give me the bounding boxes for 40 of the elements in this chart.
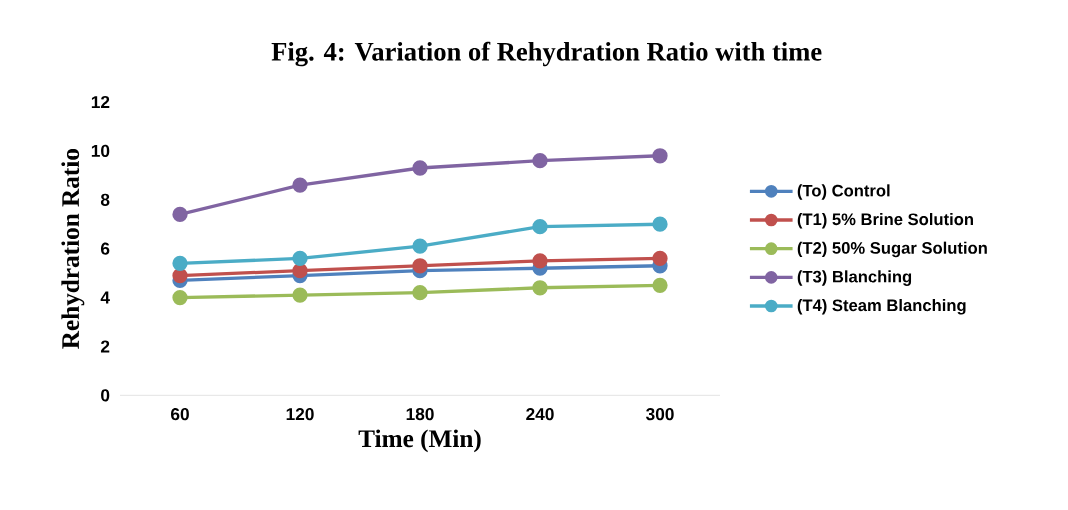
point <box>652 277 668 293</box>
legend-label: (To) Control <box>797 184 890 200</box>
y-tick-label: 2 <box>100 340 110 353</box>
x-tick-label: 240 <box>526 408 554 421</box>
x-tick-label: 300 <box>645 408 674 421</box>
point <box>532 253 548 269</box>
point <box>172 289 188 306</box>
point <box>292 263 308 279</box>
y-tick-label: 12 <box>91 95 110 109</box>
x-tick-label: 120 <box>286 408 314 421</box>
y-tick-label: 4 <box>100 291 110 304</box>
y-axis-title: Rehydration Ratio <box>61 149 85 349</box>
point <box>412 258 428 274</box>
point <box>292 287 308 303</box>
x-axis-title: Time (Min) <box>358 429 481 453</box>
y-tick-label: 8 <box>100 193 110 206</box>
point <box>172 255 188 271</box>
y-tick-label: 0 <box>101 389 110 402</box>
point <box>652 250 668 267</box>
point <box>532 280 548 296</box>
point <box>412 238 428 254</box>
chart-title: Fig. 4: Variation of Rehydration Ratio with time <box>271 41 822 67</box>
y-tick-label: 10 <box>91 144 110 157</box>
point <box>172 267 188 284</box>
point <box>532 153 548 169</box>
point <box>412 285 428 301</box>
x-tick-label: 60 <box>171 408 189 421</box>
legend-label: (T1) 5% Brine Solution <box>797 212 973 229</box>
point <box>172 206 188 223</box>
point <box>292 250 308 267</box>
point <box>412 160 428 176</box>
legend-label: (T4) Steam Blanching <box>797 298 966 315</box>
legend-label: (T3) Blanching <box>797 270 912 286</box>
y-tick-label: 6 <box>101 242 110 255</box>
point <box>652 148 668 164</box>
point <box>292 177 308 193</box>
x-tick-label: 180 <box>406 408 434 421</box>
point <box>532 219 548 235</box>
point <box>652 216 668 232</box>
legend-label: (T2) 50% Sugar Solution <box>797 241 987 258</box>
